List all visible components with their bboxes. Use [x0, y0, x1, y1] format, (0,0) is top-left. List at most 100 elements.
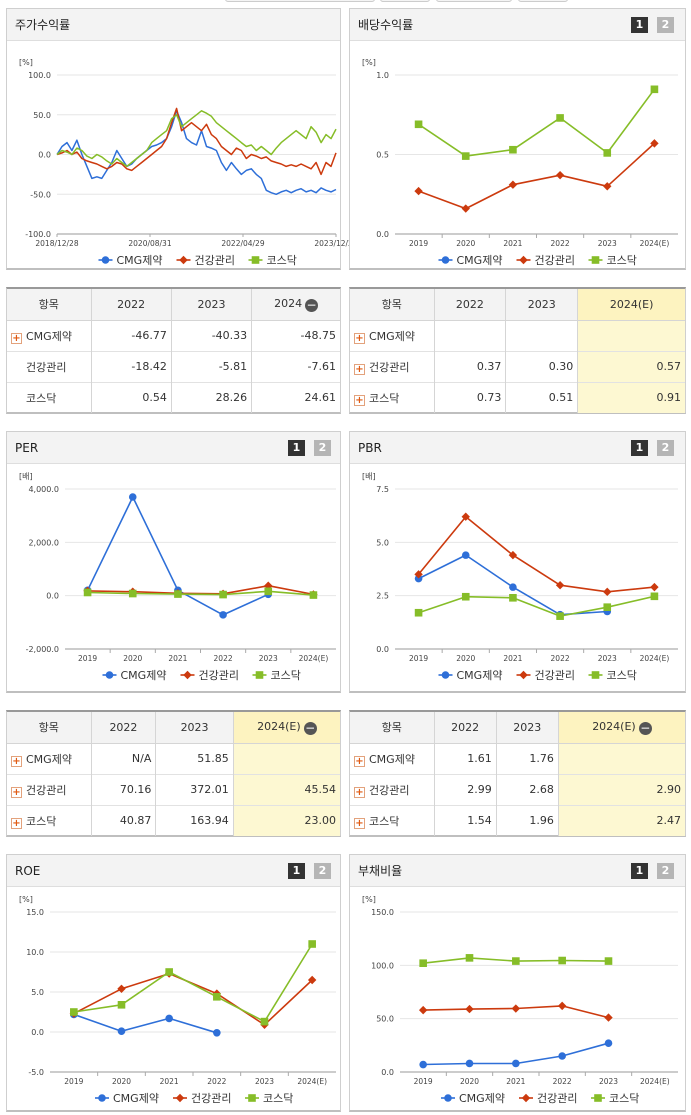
row-label-text: 코스닥	[26, 815, 56, 828]
stock_return-chart: [%]100.050.00.0-50.0-100.02018/12/282020…	[7, 41, 340, 268]
expand-icon[interactable]: +	[354, 818, 365, 829]
tab-1-button[interactable]: 1	[631, 440, 648, 456]
row-label[interactable]: +CMG제약	[7, 743, 91, 774]
row-label-text: CMG제약	[369, 753, 415, 766]
tab-1-button[interactable]: 1	[288, 440, 305, 456]
legend-marker	[592, 256, 600, 264]
row-label[interactable]: +CMG제약	[350, 320, 434, 351]
legend-item[interactable]: 건강관리	[519, 1092, 577, 1105]
series-line	[57, 111, 336, 195]
stock-return-table: 항목202220232024−+CMG제약-46.77-40.33-48.75건…	[6, 287, 341, 414]
legend-item[interactable]: 코스닥	[249, 254, 297, 267]
legend-item[interactable]: CMG제약	[439, 253, 503, 267]
data-point	[603, 149, 611, 157]
expand-icon[interactable]: +	[354, 395, 365, 406]
legend-item[interactable]: 건강관리	[181, 669, 239, 682]
tab-2-button[interactable]: 2	[314, 863, 331, 879]
pbr-table: 항목202220232024(E)−+CMG제약1.611.76+건강관리2.9…	[349, 710, 686, 837]
legend-item[interactable]: 건강관리	[517, 669, 575, 682]
top-control-3[interactable]	[436, 0, 512, 2]
series-2	[70, 969, 317, 1029]
legend-label: CMG제약	[459, 1091, 505, 1105]
legend-item[interactable]: 건강관리	[173, 1092, 231, 1105]
data-point	[264, 587, 272, 595]
data-point	[213, 1029, 221, 1037]
unit-label: [%]	[19, 58, 33, 67]
data-point	[556, 114, 564, 122]
row-label[interactable]: + CMG제약	[350, 743, 434, 774]
legend-item[interactable]: CMG제약	[441, 1091, 505, 1105]
data-point	[651, 86, 659, 94]
legend-item[interactable]: 코스닥	[245, 1092, 293, 1105]
column-header: 2022	[91, 712, 156, 743]
x-tick-label: 2020	[456, 654, 475, 663]
tab-1-button[interactable]: 1	[631, 17, 648, 33]
collapse-icon[interactable]: −	[305, 299, 318, 312]
series-line	[74, 1014, 217, 1032]
legend-item[interactable]: 코스닥	[591, 1092, 639, 1105]
legend-label: 코스닥	[607, 254, 637, 267]
column-header: 2022	[91, 289, 171, 320]
collapse-icon[interactable]: −	[304, 722, 317, 735]
y-tick-label: 1.0	[376, 71, 389, 80]
row-label[interactable]: +CMG제약	[7, 320, 91, 351]
legend-item[interactable]: 건강관리	[177, 254, 235, 267]
y-tick-label: 5.0	[376, 538, 389, 547]
row-label[interactable]: +건강관리	[350, 774, 434, 805]
top-control-4[interactable]	[518, 0, 568, 2]
y-tick-label: 50.0	[376, 1015, 394, 1024]
row-label[interactable]: +건강관리	[350, 351, 434, 382]
row-label[interactable]: +코스닥	[350, 805, 434, 836]
tab-2-button[interactable]: 2	[314, 440, 331, 456]
y-tick-label: 0.0	[31, 1028, 44, 1037]
top-control-1[interactable]	[225, 0, 375, 2]
expand-icon[interactable]: +	[354, 787, 365, 798]
data-point	[512, 1004, 520, 1012]
tab-2-button[interactable]: 2	[657, 440, 674, 456]
row-label[interactable]: +건강관리	[7, 774, 91, 805]
legend-item[interactable]: CMG제약	[95, 1091, 159, 1105]
data-point	[165, 1015, 173, 1023]
expand-icon[interactable]: +	[11, 333, 22, 344]
row-label[interactable]: +코스닥	[350, 382, 434, 413]
tab-2-button[interactable]: 2	[657, 17, 674, 33]
legend-item[interactable]: 코스닥	[589, 669, 637, 682]
top-control-2[interactable]	[380, 0, 430, 2]
tab-1-button[interactable]: 1	[631, 863, 648, 879]
expand-icon[interactable]: +	[354, 333, 365, 344]
legend-item[interactable]: 코스닥	[589, 254, 637, 267]
column-header-label: 항목	[39, 721, 59, 734]
legend-item[interactable]: CMG제약	[103, 668, 167, 682]
y-tick-label: 10.0	[26, 948, 44, 957]
data-point	[462, 593, 470, 601]
legend-item[interactable]: 건강관리	[517, 254, 575, 267]
tab-2-button[interactable]: 2	[657, 863, 674, 879]
legend-item[interactable]: CMG제약	[439, 668, 503, 682]
column-header: 2023	[496, 712, 558, 743]
y-tick-label: 100.0	[371, 961, 394, 970]
legend-label: CMG제약	[113, 1091, 159, 1105]
column-header: 항목	[350, 289, 434, 320]
expand-icon[interactable]: +	[11, 787, 22, 798]
tab-1-button[interactable]: 1	[288, 863, 305, 879]
legend-marker	[256, 671, 264, 679]
expand-icon[interactable]: +	[11, 756, 22, 767]
expand-icon[interactable]: +	[11, 818, 22, 829]
collapse-icon[interactable]: −	[639, 722, 652, 735]
unit-label: [%]	[19, 895, 33, 904]
expand-icon[interactable]: +	[354, 756, 365, 767]
legend-item[interactable]: CMG제약	[99, 253, 163, 267]
legend-marker	[248, 1094, 256, 1102]
expand-icon[interactable]: +	[354, 364, 365, 375]
legend-item[interactable]: 코스닥	[253, 669, 301, 682]
data-point	[466, 1060, 474, 1068]
x-tick-label: 2022	[551, 239, 570, 248]
y-tick-label: 0.0	[376, 645, 389, 654]
series-line	[74, 974, 312, 1025]
stock_return-data-table: 항목202220232024−+CMG제약-46.77-40.33-48.75건…	[7, 289, 340, 413]
table-cell: 163.94	[156, 805, 233, 836]
row-label[interactable]: + 코스닥	[7, 805, 91, 836]
per-data-table: 항목202220232024(E)−+CMG제약N/A51.85+건강관리70.…	[7, 712, 340, 836]
table-cell: N/A	[91, 743, 156, 774]
column-header-label: 2022	[456, 298, 484, 311]
